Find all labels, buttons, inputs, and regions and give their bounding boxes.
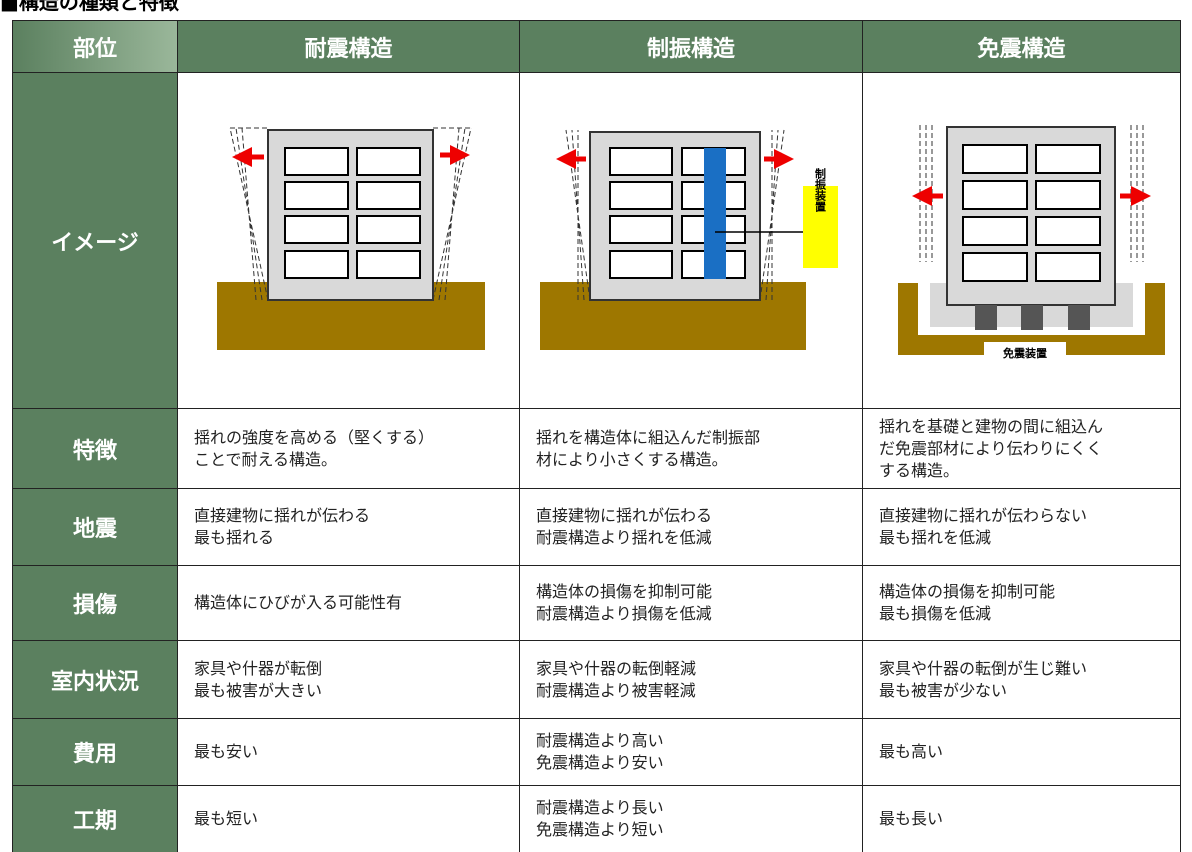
cell-text: 耐震構造より高い 免震構造より安い bbox=[519, 718, 863, 786]
text-line: 最も被害が少ない bbox=[879, 680, 1008, 700]
text-line: 耐震構造より揺れを低減 bbox=[536, 528, 712, 547]
text-line: 耐震構造より損傷を低減 bbox=[536, 604, 712, 623]
cell-text: 最も長い bbox=[862, 785, 1181, 852]
text-line: 最も被害が大きい bbox=[194, 680, 323, 700]
column-header: 耐震構造 bbox=[177, 20, 520, 73]
text-line: 直接建物に揺れが伝わる bbox=[536, 506, 713, 525]
row-label: 費用 bbox=[12, 718, 178, 786]
text-line: 家具や什器が転倒 bbox=[194, 658, 323, 678]
text-line: 揺れを構造体に組込んだ制振部 bbox=[536, 427, 761, 447]
text-line: する構造。 bbox=[879, 460, 960, 480]
text-line: 直接建物に揺れが伝わらない bbox=[879, 506, 1088, 525]
text-line: 最も短い bbox=[194, 809, 259, 828]
cell-text: 最も高い bbox=[862, 718, 1181, 786]
isolator-label: 免震装置 bbox=[1002, 346, 1047, 360]
cell-text: 揺れを基礎と建物の間に組込ん だ免震部材により伝わりにくく する構造。 bbox=[862, 408, 1181, 489]
text-line: 構造体の損傷を抑制可能 bbox=[879, 582, 1056, 601]
cell-text: 揺れを構造体に組込んだ制振部 材により小さくする構造。 bbox=[519, 408, 863, 489]
rigid-diagram bbox=[217, 127, 485, 350]
damping-diagram: 制振装置 bbox=[540, 129, 838, 350]
row-label: 室内状況 bbox=[12, 640, 178, 719]
cell-text: 構造体にひびが入る可能性有 bbox=[177, 565, 520, 641]
text-line: 家具や什器の転倒が生じ難い bbox=[879, 658, 1088, 678]
text-line: 耐震構造より被害軽減 bbox=[536, 680, 696, 700]
damper-label: 制振装置 bbox=[814, 167, 828, 213]
cell-text: 家具や什器の転倒軽減 耐震構造より被害軽減 bbox=[519, 640, 863, 719]
row-label: イメージ bbox=[12, 72, 178, 409]
text-line: 最も高い bbox=[879, 742, 944, 761]
cell-text: 家具や什器の転倒が生じ難い 最も被害が少ない bbox=[862, 640, 1181, 719]
column-header: 部位 bbox=[12, 20, 178, 73]
text-line: 耐震構造より長い bbox=[536, 798, 664, 817]
column-header: 免震構造 bbox=[862, 20, 1181, 73]
row-label: 地震 bbox=[12, 488, 178, 566]
isolation-diagram: 免震装置 bbox=[898, 125, 1165, 364]
text-line: 揺れを基礎と建物の間に組込ん bbox=[879, 416, 1104, 436]
text-line: 最も長い bbox=[879, 809, 944, 828]
text-line: だ免震部材により伝わりにくく bbox=[879, 438, 1103, 458]
cell-text: 最も短い bbox=[177, 785, 520, 852]
text-line: 免震構造より安い bbox=[536, 753, 664, 772]
image-cell bbox=[519, 72, 863, 409]
column-header: 制振構造 bbox=[519, 20, 863, 73]
text-line: 構造体にひびが入る可能性有 bbox=[194, 593, 403, 612]
cell-text: 揺れの強度を高める（堅くする） ことで耐える構造。 bbox=[177, 408, 520, 489]
text-line: 家具や什器の転倒軽減 bbox=[536, 658, 697, 678]
title: ■構造の種類と特徴 bbox=[0, 0, 179, 14]
cell-text: 直接建物に揺れが伝わる 耐震構造より揺れを低減 bbox=[519, 488, 863, 566]
text-line: 最も損傷を低減 bbox=[879, 604, 992, 623]
image-cell bbox=[862, 72, 1181, 409]
text-line: 構造体の損傷を抑制可能 bbox=[536, 582, 713, 601]
cell-text: 家具や什器が転倒 最も被害が大きい bbox=[177, 640, 520, 719]
row-label: 特徴 bbox=[12, 408, 178, 489]
text-line: 耐震構造より高い bbox=[536, 731, 664, 750]
text-line: 最も揺れる bbox=[194, 528, 275, 547]
cell-text: 構造体の損傷を抑制可能 最も損傷を低減 bbox=[862, 565, 1181, 641]
text-line: 直接建物に揺れが伝わる bbox=[194, 506, 371, 525]
cell-text: 直接建物に揺れが伝わる 最も揺れる bbox=[177, 488, 520, 566]
row-label: 損傷 bbox=[12, 565, 178, 641]
cell-text: 構造体の損傷を抑制可能 耐震構造より損傷を低減 bbox=[519, 565, 863, 641]
text-line: 最も揺れを低減 bbox=[879, 528, 992, 547]
text-line: 材により小さくする構造。 bbox=[536, 449, 728, 469]
cell-text: 耐震構造より長い 免震構造より短い bbox=[519, 785, 863, 852]
cell-text: 最も安い bbox=[177, 718, 520, 786]
row-label: 工期 bbox=[12, 785, 178, 852]
text-line: 最も安い bbox=[194, 742, 259, 761]
text-line: 揺れの強度を高める（堅くする） bbox=[194, 427, 435, 447]
text-line: ことで耐える構造。 bbox=[194, 449, 338, 469]
cell-text: 直接建物に揺れが伝わらない 最も揺れを低減 bbox=[862, 488, 1181, 566]
image-cell bbox=[177, 72, 520, 409]
text-line: 免震構造より短い bbox=[536, 820, 664, 839]
